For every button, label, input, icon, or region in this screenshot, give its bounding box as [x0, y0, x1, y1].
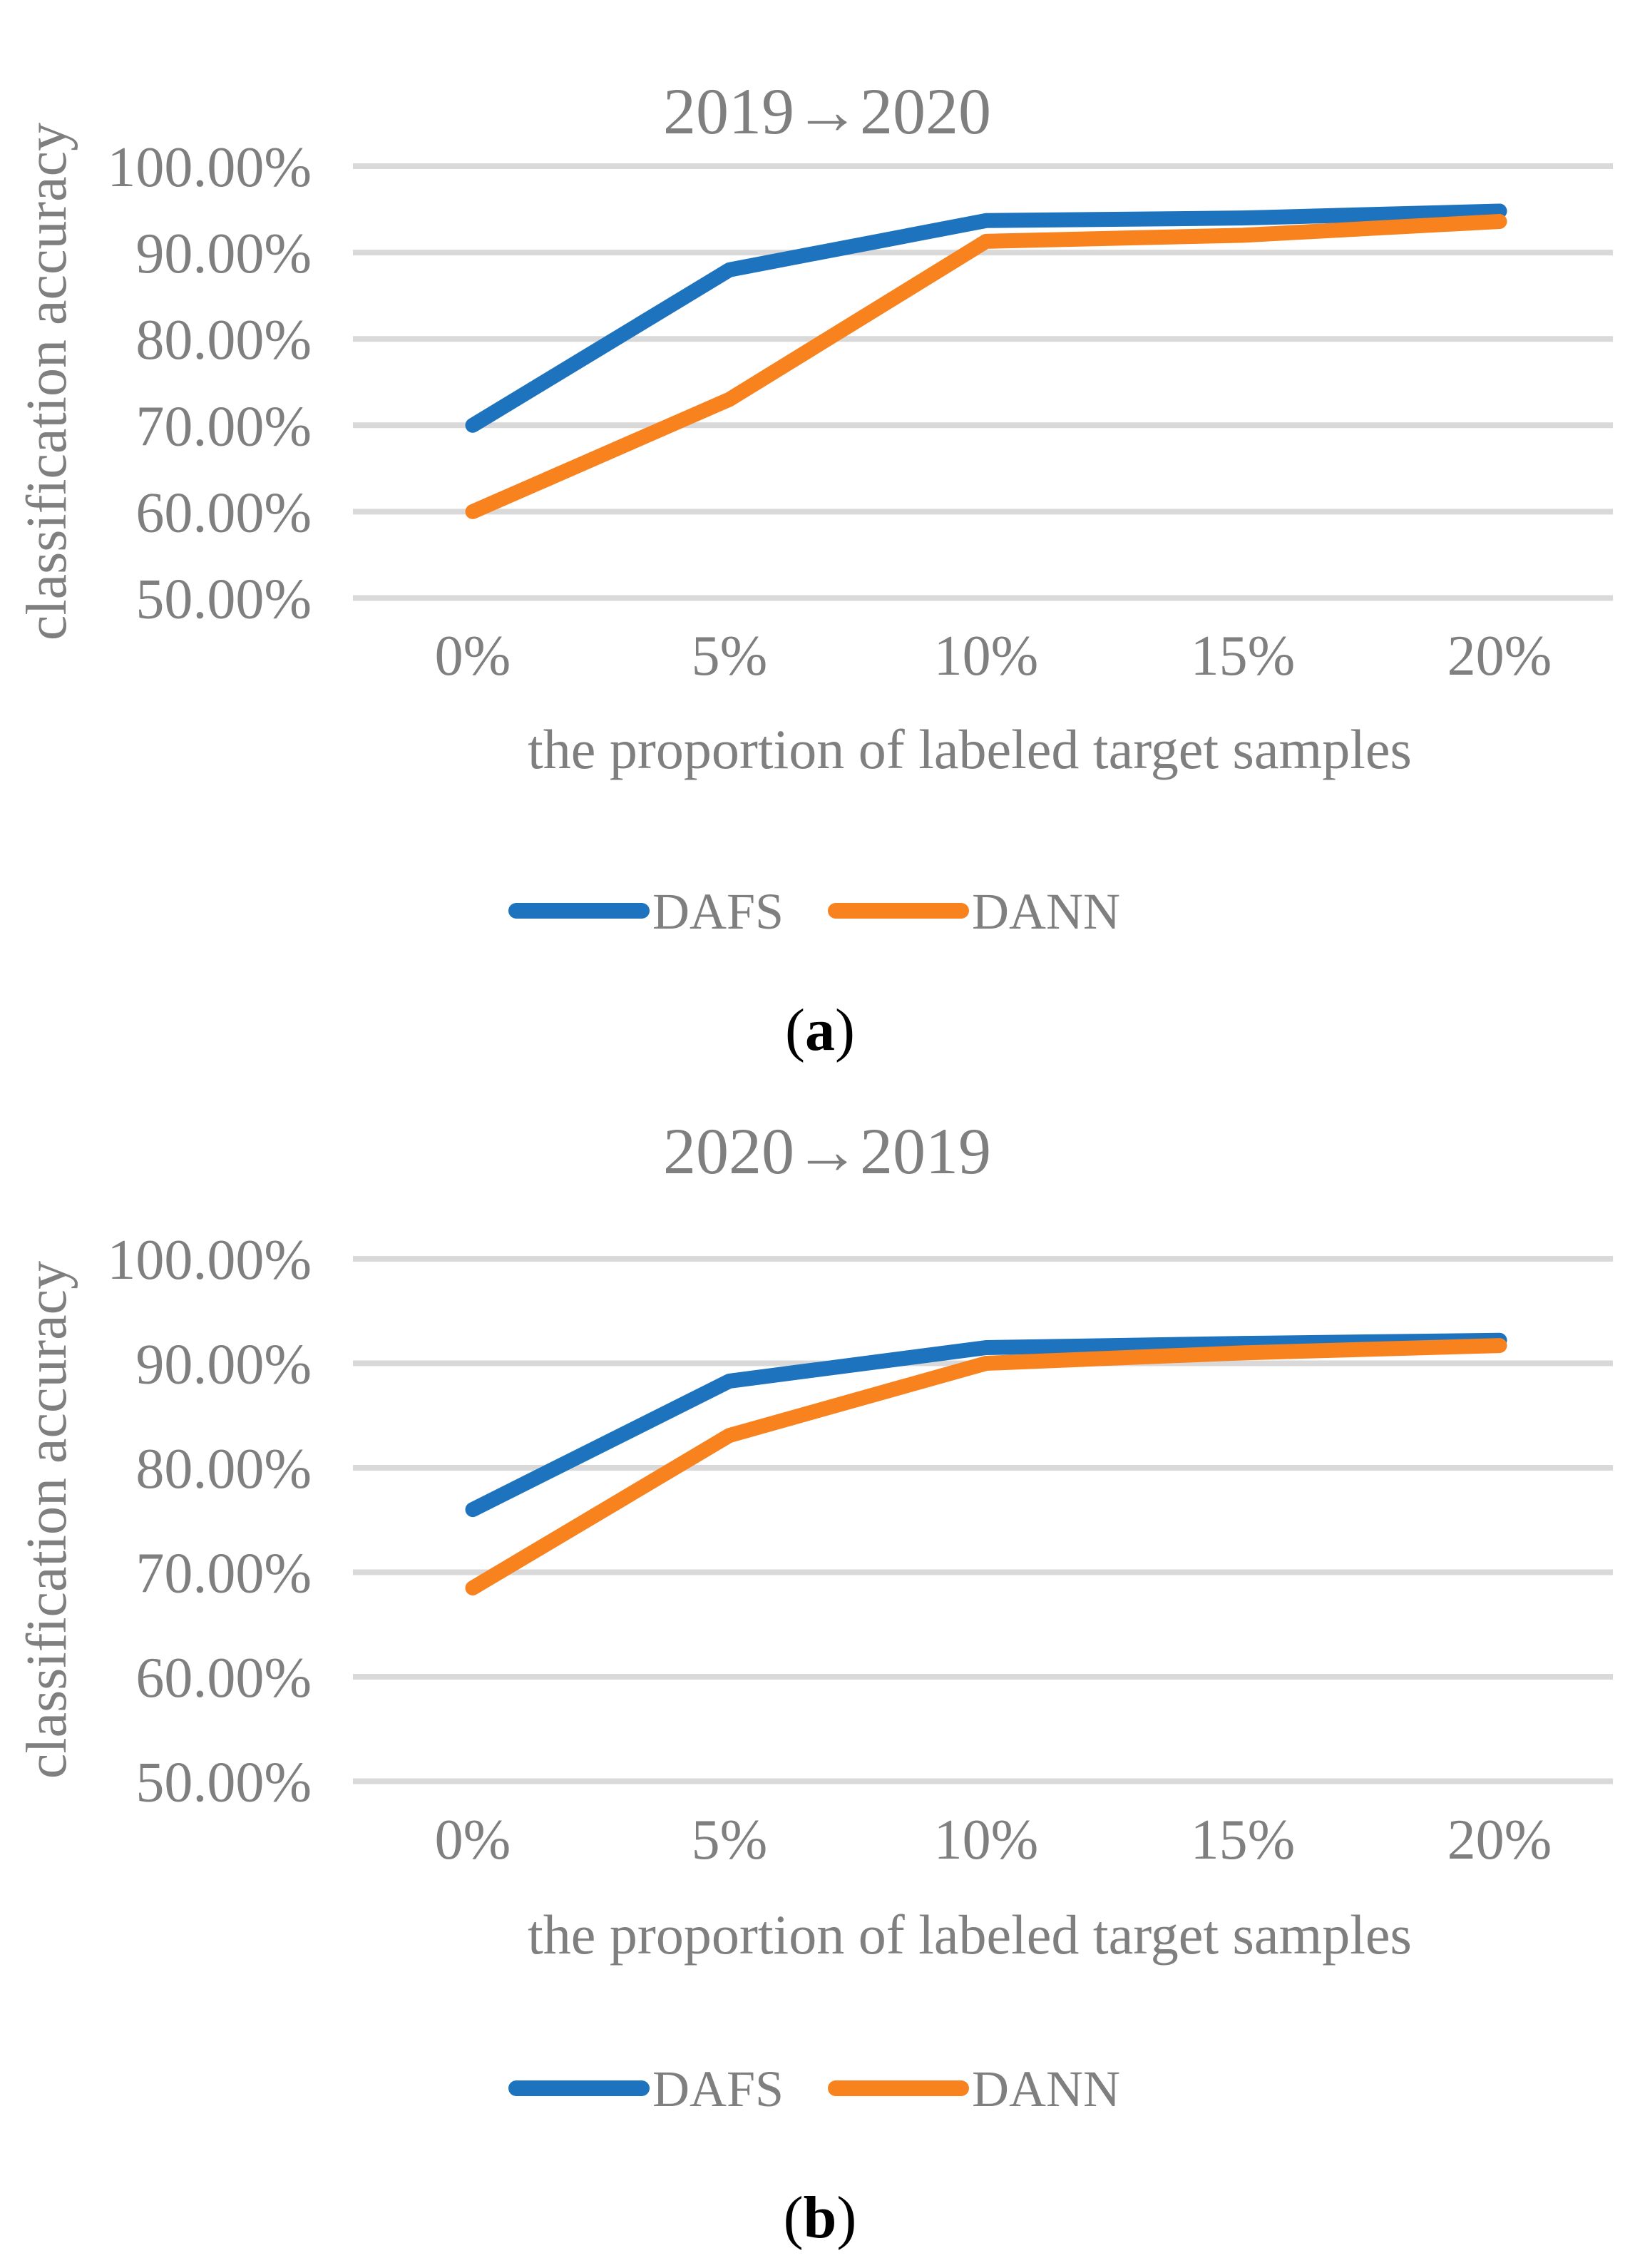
- chart-b-legend-label-dann: DANN: [972, 2060, 1120, 2118]
- chart-b-y-tick-label: 60.00%: [135, 1647, 312, 1710]
- chart-a-y-axis-title: classification accuracy: [16, 122, 78, 641]
- caption-b-open-paren: (: [783, 2185, 804, 2251]
- chart-b-y-axis-title: classification accuracy: [16, 1260, 78, 1779]
- chart-b-legend-label-dafs: DAFS: [652, 2060, 784, 2118]
- chart-a-y-tick-label: 60.00%: [135, 481, 312, 544]
- figure-a-caption: (a): [0, 1001, 1640, 1061]
- chart-b-y-tick-label: 70.00%: [135, 1543, 312, 1605]
- chart-b-x-tick-label: 0%: [435, 1809, 511, 1871]
- chart-a-y-tick-label: 80.00%: [135, 309, 312, 372]
- chart-a-x-tick-label: 5%: [692, 625, 768, 688]
- caption-b-close-paren: ): [836, 2185, 857, 2251]
- chart-b-y-tick-label: 100.00%: [107, 1229, 312, 1292]
- caption-a-letter: a: [805, 997, 835, 1063]
- chart-a-legend-label-dafs: DAFS: [652, 883, 784, 940]
- chart-a-series-line-dafs: [465, 203, 1507, 433]
- chart-b-x-tick-label: 10%: [934, 1809, 1039, 1871]
- chart-a-title: 2019→2020: [663, 75, 991, 148]
- chart-b-y-tick-label: 80.00%: [135, 1438, 312, 1501]
- chart-b-x-tick-label: 20%: [1447, 1809, 1552, 1871]
- chart-b-series-line-dann: [465, 1338, 1507, 1595]
- chart-b-series-line-dafs: [465, 1332, 1507, 1518]
- chart-a-x-tick-label: 15%: [1191, 625, 1296, 688]
- chart-a-x-tick-label: 20%: [1447, 625, 1552, 688]
- chart-a-legend-label-dann: DANN: [972, 883, 1120, 940]
- chart-a-y-tick-label: 70.00%: [135, 395, 312, 458]
- chart-b-x-axis-title: the proportion of labeled target samples: [528, 1904, 1412, 1966]
- caption-a-close-paren: ): [835, 997, 855, 1063]
- chart-b-y-tick-label: 90.00%: [135, 1334, 312, 1396]
- chart-b-title: 2020→2019: [663, 1115, 991, 1187]
- caption-a-open-paren: (: [785, 997, 805, 1063]
- chart-a-series-line-dann: [465, 214, 1507, 519]
- chart-b-x-tick-label: 15%: [1191, 1809, 1296, 1871]
- chart-b-y-tick-label: 50.00%: [135, 1752, 312, 1814]
- chart-a-x-tick-label: 10%: [934, 625, 1039, 688]
- chart-b-x-tick-label: 5%: [692, 1809, 768, 1871]
- chart-a-y-tick-label: 50.00%: [135, 568, 312, 631]
- figure-b-caption: (b): [0, 2188, 1640, 2248]
- chart-a-y-tick-label: 90.00%: [135, 223, 312, 285]
- caption-b-letter: b: [803, 2185, 837, 2251]
- chart-a-y-tick-label: 100.00%: [107, 136, 312, 199]
- chart-a-x-tick-label: 0%: [435, 625, 511, 688]
- chart-a-x-axis-title: the proportion of labeled target samples: [528, 718, 1412, 780]
